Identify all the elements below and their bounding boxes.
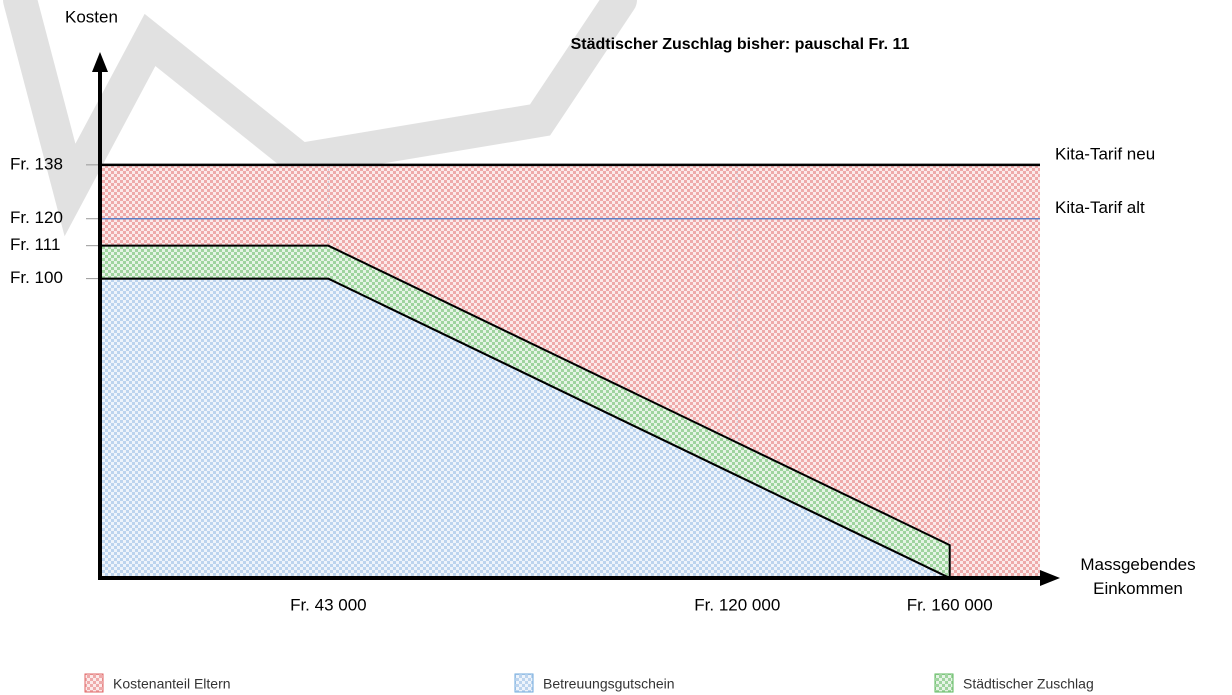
x-axis-arrow [1040, 570, 1060, 586]
x-axis-label: Massgebendes Einkommen [1080, 555, 1195, 598]
x-tick-label: Fr. 120 000 [694, 595, 780, 614]
legend-swatch [514, 673, 534, 693]
y-tick-label: Fr. 138 [10, 154, 63, 173]
legend-text: Kostenanteil Eltern [113, 676, 231, 692]
x-tick-label: Fr. 43 000 [290, 595, 367, 614]
legend-swatch [934, 673, 954, 693]
y-axis-label: Kosten [65, 7, 118, 26]
y-tick-label: Fr. 100 [10, 268, 63, 287]
chart-title: Städtischer Zuschlag bisher: pauschal Fr… [571, 36, 910, 53]
y-axis-arrow [92, 52, 108, 72]
y-tick-label: Fr. 111 [10, 235, 60, 254]
legend-text: Städtischer Zuschlag [963, 676, 1094, 692]
legend-text: Betreuungsgutschein [543, 676, 675, 692]
line-label: Kita-Tarif neu [1055, 144, 1155, 163]
legend-swatch [84, 673, 104, 693]
y-tick-label: Fr. 120 [10, 208, 63, 227]
line-label: Kita-Tarif alt [1055, 198, 1145, 217]
watermark [3, 0, 637, 237]
x-tick-label: Fr. 160 000 [907, 595, 993, 614]
